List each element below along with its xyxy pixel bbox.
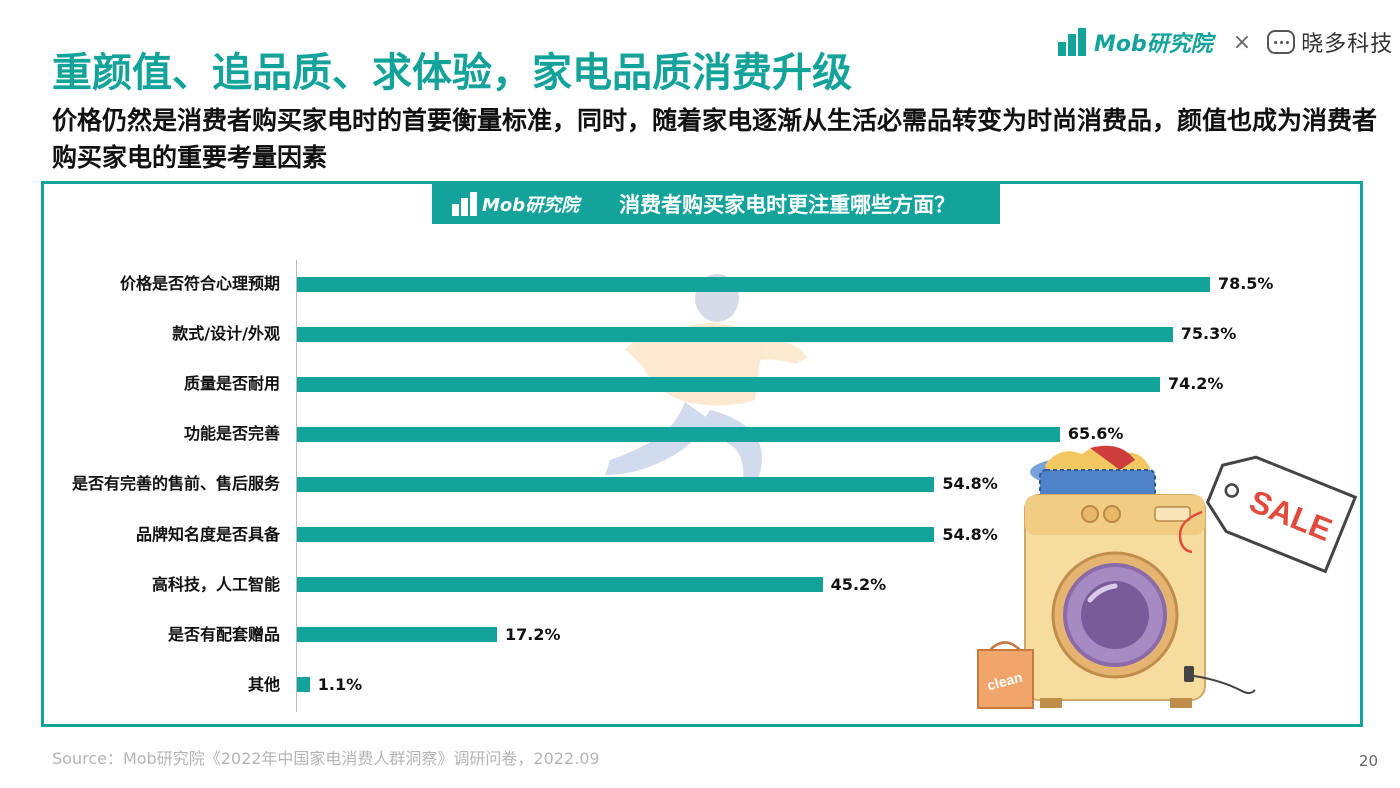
category-label: 价格是否符合心理预期 [119,274,280,293]
page-title: 重颜值、追品质、求体验，家电品质消费升级 [52,50,852,96]
bar [297,326,1173,342]
chart-header-bar: Mob研究院 消费者购买家电时更注重哪些方面？ [432,184,1000,224]
chart-frame [41,181,1363,727]
value-label: 17.2% [505,624,561,644]
value-label: 54.8% [942,524,998,544]
brand-bar: Mob研究院 × 晓多科技 [1058,26,1393,58]
chart-title: 消费者购买家电时更注重哪些方面？ [619,193,956,217]
category-label: 质量是否耐用 [183,374,280,394]
value-label: 74.2% [1167,374,1224,394]
value-label: 78.5% [1217,274,1274,293]
bar [297,577,823,593]
bar [297,476,935,492]
mob-logo-icon [1058,28,1088,56]
category-label: 功能是否完善 [183,424,280,444]
value-label: 54.8% [942,474,998,494]
category-axis-line [296,260,297,712]
value-label: 65.6% [1067,424,1124,444]
chart-header-logo: Mob研究院 [452,191,579,217]
category-label: 是否有完善的售前、售后服务 [71,474,280,494]
value-label: 45.2% [830,574,887,594]
bar [297,677,310,693]
page-subtitle: 价格仍然是消费者购买家电时的首要衡量标准，同时，随着家电逐渐从生活必需品转变为时… [52,106,1378,172]
mob-logo-icon [452,192,478,216]
category-label: 品牌知名度是否具备 [135,524,280,544]
value-label: 1.1% [317,674,363,694]
chat-bubble-icon [1267,30,1296,54]
bar [297,276,1210,292]
brand-times: × [1232,29,1252,55]
value-label: 75.3% [1180,324,1237,344]
bar [297,627,498,643]
source-note: Source：Mob研究院《2022年中国家电消费人群洞察》调研问卷，2022.… [52,749,600,768]
bar [297,426,1060,442]
category-label: 款式/设计/外观 [172,324,280,344]
bar [297,376,1160,392]
page-number: 20 [1358,752,1378,770]
bar [297,527,935,542]
mob-brand-text: Mob研究院 [1094,32,1213,57]
washing-machine-illustration: SALE clean [977,445,1358,709]
category-label: 是否有配套赠品 [167,624,280,644]
category-label: 高科技，人工智能 [151,574,280,594]
chart-header-logo-text: Mob研究院 [482,195,580,216]
category-label: 其他 [247,674,280,694]
partner-brand-text: 晓多科技 [1301,32,1394,57]
